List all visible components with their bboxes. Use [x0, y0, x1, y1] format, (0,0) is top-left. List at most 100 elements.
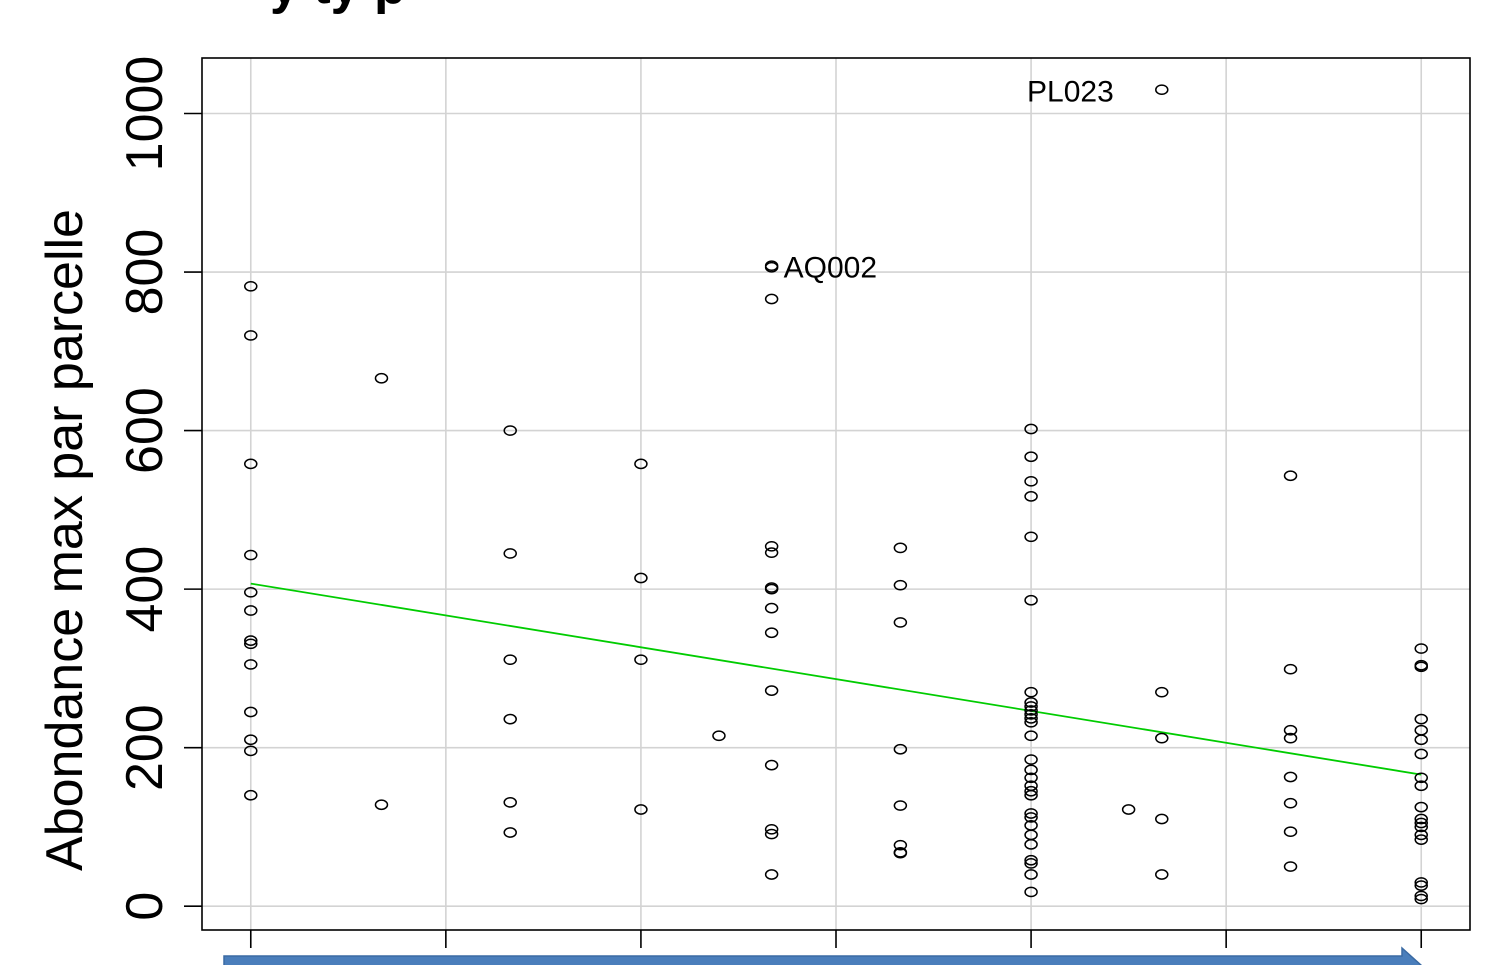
data-point-105: [1414, 834, 1428, 845]
trend-line: [250, 582, 1422, 776]
data-point-54: [1024, 686, 1038, 698]
data-point-15: [503, 425, 517, 436]
data-point-98: [1414, 772, 1428, 784]
data-point-89: [1283, 826, 1298, 838]
data-point-73: [1024, 854, 1038, 866]
data-point-75: [1024, 869, 1038, 880]
data-point-14: [374, 799, 389, 811]
data-point-68: [1024, 808, 1038, 819]
data-point-90: [1283, 861, 1298, 872]
data-point-30: [764, 547, 779, 559]
data-point-74: [1024, 858, 1038, 869]
data-point-24: [634, 804, 648, 815]
data-point-52: [1024, 531, 1038, 543]
data-point-57: [1024, 705, 1038, 716]
data-point-107: [1414, 880, 1428, 891]
data-point-79: [1155, 686, 1169, 698]
data-point-82: [1155, 869, 1169, 880]
data-point-4: [244, 586, 258, 598]
data-point-109: [1414, 893, 1428, 905]
data-point-41: [893, 579, 908, 591]
data-point-9: [244, 706, 258, 718]
data-point-16: [503, 548, 517, 559]
data-point-47: [893, 847, 908, 859]
data-point-23: [634, 654, 648, 666]
y-tick-label-0: 0: [116, 892, 174, 921]
data-point-59: [1024, 712, 1038, 724]
data-point-77: [1121, 804, 1136, 815]
data-point-64: [1024, 772, 1038, 784]
data-point-56: [1024, 701, 1038, 712]
data-point-21: [634, 458, 648, 470]
data-point-18: [503, 713, 517, 725]
data-point-7: [244, 638, 258, 650]
y-tick-label-1: 200: [116, 704, 174, 791]
data-point-84: [1283, 663, 1298, 675]
data-point-101: [1414, 813, 1428, 825]
data-point-103: [1414, 821, 1428, 833]
data-point-5: [244, 605, 258, 616]
data-point-34: [764, 627, 779, 639]
data-point-27: [764, 261, 779, 273]
data-point-104: [1414, 829, 1428, 841]
data-point-53: [1024, 594, 1038, 606]
data-point-93: [1414, 661, 1428, 673]
data-point-8: [244, 659, 258, 670]
data-point-87: [1283, 771, 1298, 783]
data-point-43: [893, 743, 908, 755]
data-point-0: [244, 280, 258, 292]
y-tick-label-5: 1000: [116, 56, 174, 172]
data-point-72: [1024, 839, 1038, 850]
data-point-58: [1024, 709, 1038, 720]
data-point-69: [1024, 812, 1038, 823]
data-point-12: [244, 789, 258, 801]
data-point-51: [1024, 491, 1038, 502]
direction-arrow: [223, 946, 1423, 965]
data-point-94: [1414, 713, 1428, 725]
data-point-1: [244, 330, 258, 341]
data-point-28: [764, 293, 779, 305]
data-point-91: [1414, 643, 1428, 654]
data-point-33: [764, 602, 779, 614]
data-point-49: [1024, 451, 1038, 463]
data-point-50: [1024, 475, 1038, 487]
data-point-44: [893, 800, 908, 811]
data-point-3: [244, 549, 258, 561]
data-point-96: [1414, 734, 1428, 746]
data-point-13: [374, 372, 389, 384]
data-point-61: [1024, 730, 1038, 742]
data-point-48: [1024, 423, 1038, 435]
data-point-6: [244, 635, 258, 647]
data-point-38: [764, 828, 779, 840]
data-point-17: [503, 654, 517, 666]
data-point-37: [764, 823, 779, 835]
data-point-40: [893, 542, 908, 554]
data-point-62: [1024, 754, 1038, 765]
data-point-2: [244, 458, 258, 470]
chart-title-fragment: y ty p: [270, 0, 406, 16]
data-point-67: [1024, 789, 1038, 801]
data-point-108: [1414, 890, 1428, 902]
data-point-99: [1414, 780, 1428, 792]
y-tick-label-4: 800: [116, 229, 174, 316]
data-point-106: [1414, 877, 1428, 888]
data-point-25: [712, 730, 726, 742]
data-point-32: [764, 583, 779, 595]
data-point-42: [893, 617, 908, 628]
data-point-11: [244, 745, 258, 757]
data-point-10: [244, 734, 258, 746]
data-point-76: [1024, 886, 1038, 898]
data-point-29: [764, 540, 779, 552]
data-point-35: [764, 685, 779, 696]
y-tick-label-3: 600: [116, 387, 174, 474]
point-annotation-1: AQ002: [784, 252, 877, 285]
data-point-39: [764, 869, 779, 880]
data-point-55: [1024, 697, 1038, 708]
data-point-78: [1155, 84, 1169, 96]
data-point-81: [1155, 813, 1169, 825]
data-point-88: [1283, 797, 1298, 809]
data-point-66: [1024, 785, 1038, 797]
data-point-20: [503, 827, 517, 838]
data-point-102: [1414, 817, 1428, 829]
